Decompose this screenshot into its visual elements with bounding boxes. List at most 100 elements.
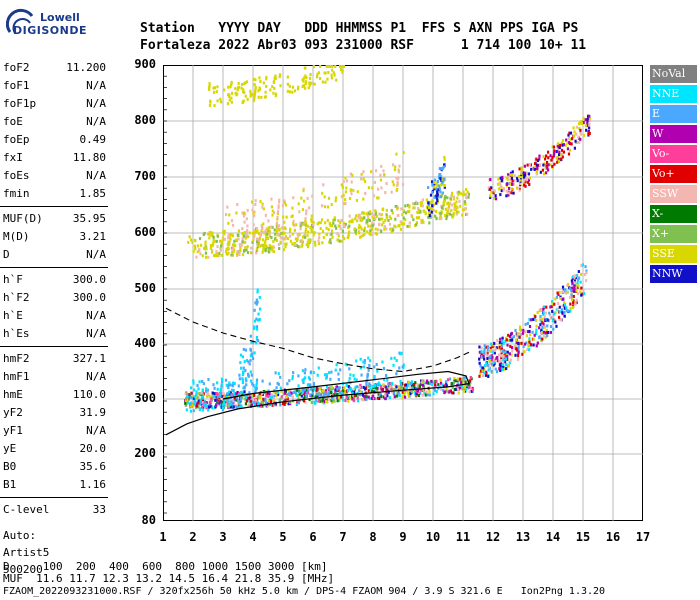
echo-point <box>545 305 548 309</box>
echo-point <box>499 193 502 197</box>
echo-point <box>579 290 582 294</box>
echo-point <box>344 399 347 403</box>
echo-point <box>325 65 328 68</box>
echo-point <box>371 221 374 225</box>
param-row-h-es: h`Es N/A <box>3 327 106 345</box>
echo-point <box>323 205 327 209</box>
echo-point <box>241 227 244 231</box>
echo-point <box>228 403 232 407</box>
echo-point <box>588 131 591 135</box>
echo-point <box>247 374 250 378</box>
echo-point <box>383 173 386 177</box>
echo-point <box>530 167 533 171</box>
echo-point <box>371 224 374 228</box>
echo-point <box>336 238 339 242</box>
echo-point <box>296 394 299 398</box>
echo-point <box>350 192 353 196</box>
echo-point <box>313 387 316 391</box>
echo-point <box>258 295 261 299</box>
echo-point <box>371 186 374 190</box>
echo-point <box>385 390 388 394</box>
echo-point <box>351 219 354 223</box>
echo-point <box>304 224 307 228</box>
echo-point <box>237 250 240 254</box>
echo-point <box>285 395 289 399</box>
echo-point <box>545 331 548 335</box>
echo-point <box>198 407 202 411</box>
echo-point <box>525 341 528 345</box>
echo-point <box>447 206 450 210</box>
echo-point <box>222 402 225 406</box>
echo-point <box>582 121 585 125</box>
echo-point <box>398 164 401 168</box>
echo-point <box>528 183 531 187</box>
echo-point <box>410 389 413 393</box>
echo-point <box>509 171 513 175</box>
echo-point <box>464 384 467 388</box>
echo-point <box>488 355 491 359</box>
echo-point <box>214 398 217 402</box>
echo-point <box>394 165 397 169</box>
echo-point <box>501 341 504 345</box>
echo-point <box>325 232 328 236</box>
echo-point <box>239 249 242 253</box>
echo-point <box>294 243 297 247</box>
echo-point <box>213 104 216 108</box>
echo-point <box>408 384 411 388</box>
echo-point <box>204 245 208 249</box>
echo-point <box>557 159 560 163</box>
echo-point <box>236 203 239 207</box>
echo-point <box>229 233 232 237</box>
echo-point <box>540 330 544 334</box>
echo-point <box>442 200 446 204</box>
echo-point <box>428 393 431 397</box>
echo-point <box>501 175 504 179</box>
echo-point <box>516 357 520 361</box>
echo-point <box>427 201 430 205</box>
echo-point <box>368 210 372 214</box>
echo-point <box>255 378 259 382</box>
echo-point <box>272 403 275 407</box>
echo-point <box>256 243 260 247</box>
echo-point <box>222 403 225 407</box>
echo-point <box>356 219 359 223</box>
echo-point <box>335 363 338 367</box>
echo-point <box>544 335 547 339</box>
echo-point <box>395 394 398 398</box>
echo-point <box>388 215 391 219</box>
echo-point <box>218 239 222 243</box>
echo-point <box>382 378 386 382</box>
echo-point <box>228 395 231 399</box>
echo-point <box>378 383 382 387</box>
echo-point <box>378 395 382 399</box>
echo-point <box>236 249 239 253</box>
echo-point <box>344 198 347 202</box>
echo-point <box>319 397 322 401</box>
param-value: 300.0 <box>72 273 106 286</box>
echo-point <box>553 162 556 166</box>
x-tick-label: 6 <box>309 530 317 544</box>
echo-point <box>200 402 203 406</box>
echo-point <box>259 79 262 83</box>
echo-point <box>238 405 241 409</box>
echo-point <box>535 328 538 332</box>
echo-point <box>440 167 443 171</box>
echo-point <box>562 297 565 301</box>
param-name: foF1 <box>3 79 30 92</box>
echo-point <box>524 180 527 184</box>
echo-point <box>229 405 232 409</box>
echo-point <box>467 386 470 390</box>
echo-point <box>511 336 514 340</box>
echo-point <box>334 199 337 203</box>
echo-point <box>193 244 197 248</box>
echo-point <box>385 182 388 186</box>
echo-point <box>455 200 458 204</box>
echo-point <box>294 237 297 241</box>
echo-point <box>298 392 301 396</box>
echo-point <box>338 398 341 402</box>
echo-point <box>260 232 263 236</box>
echo-point <box>312 65 316 69</box>
echo-point <box>363 232 366 236</box>
echo-point <box>573 281 576 285</box>
echo-point <box>572 299 575 303</box>
